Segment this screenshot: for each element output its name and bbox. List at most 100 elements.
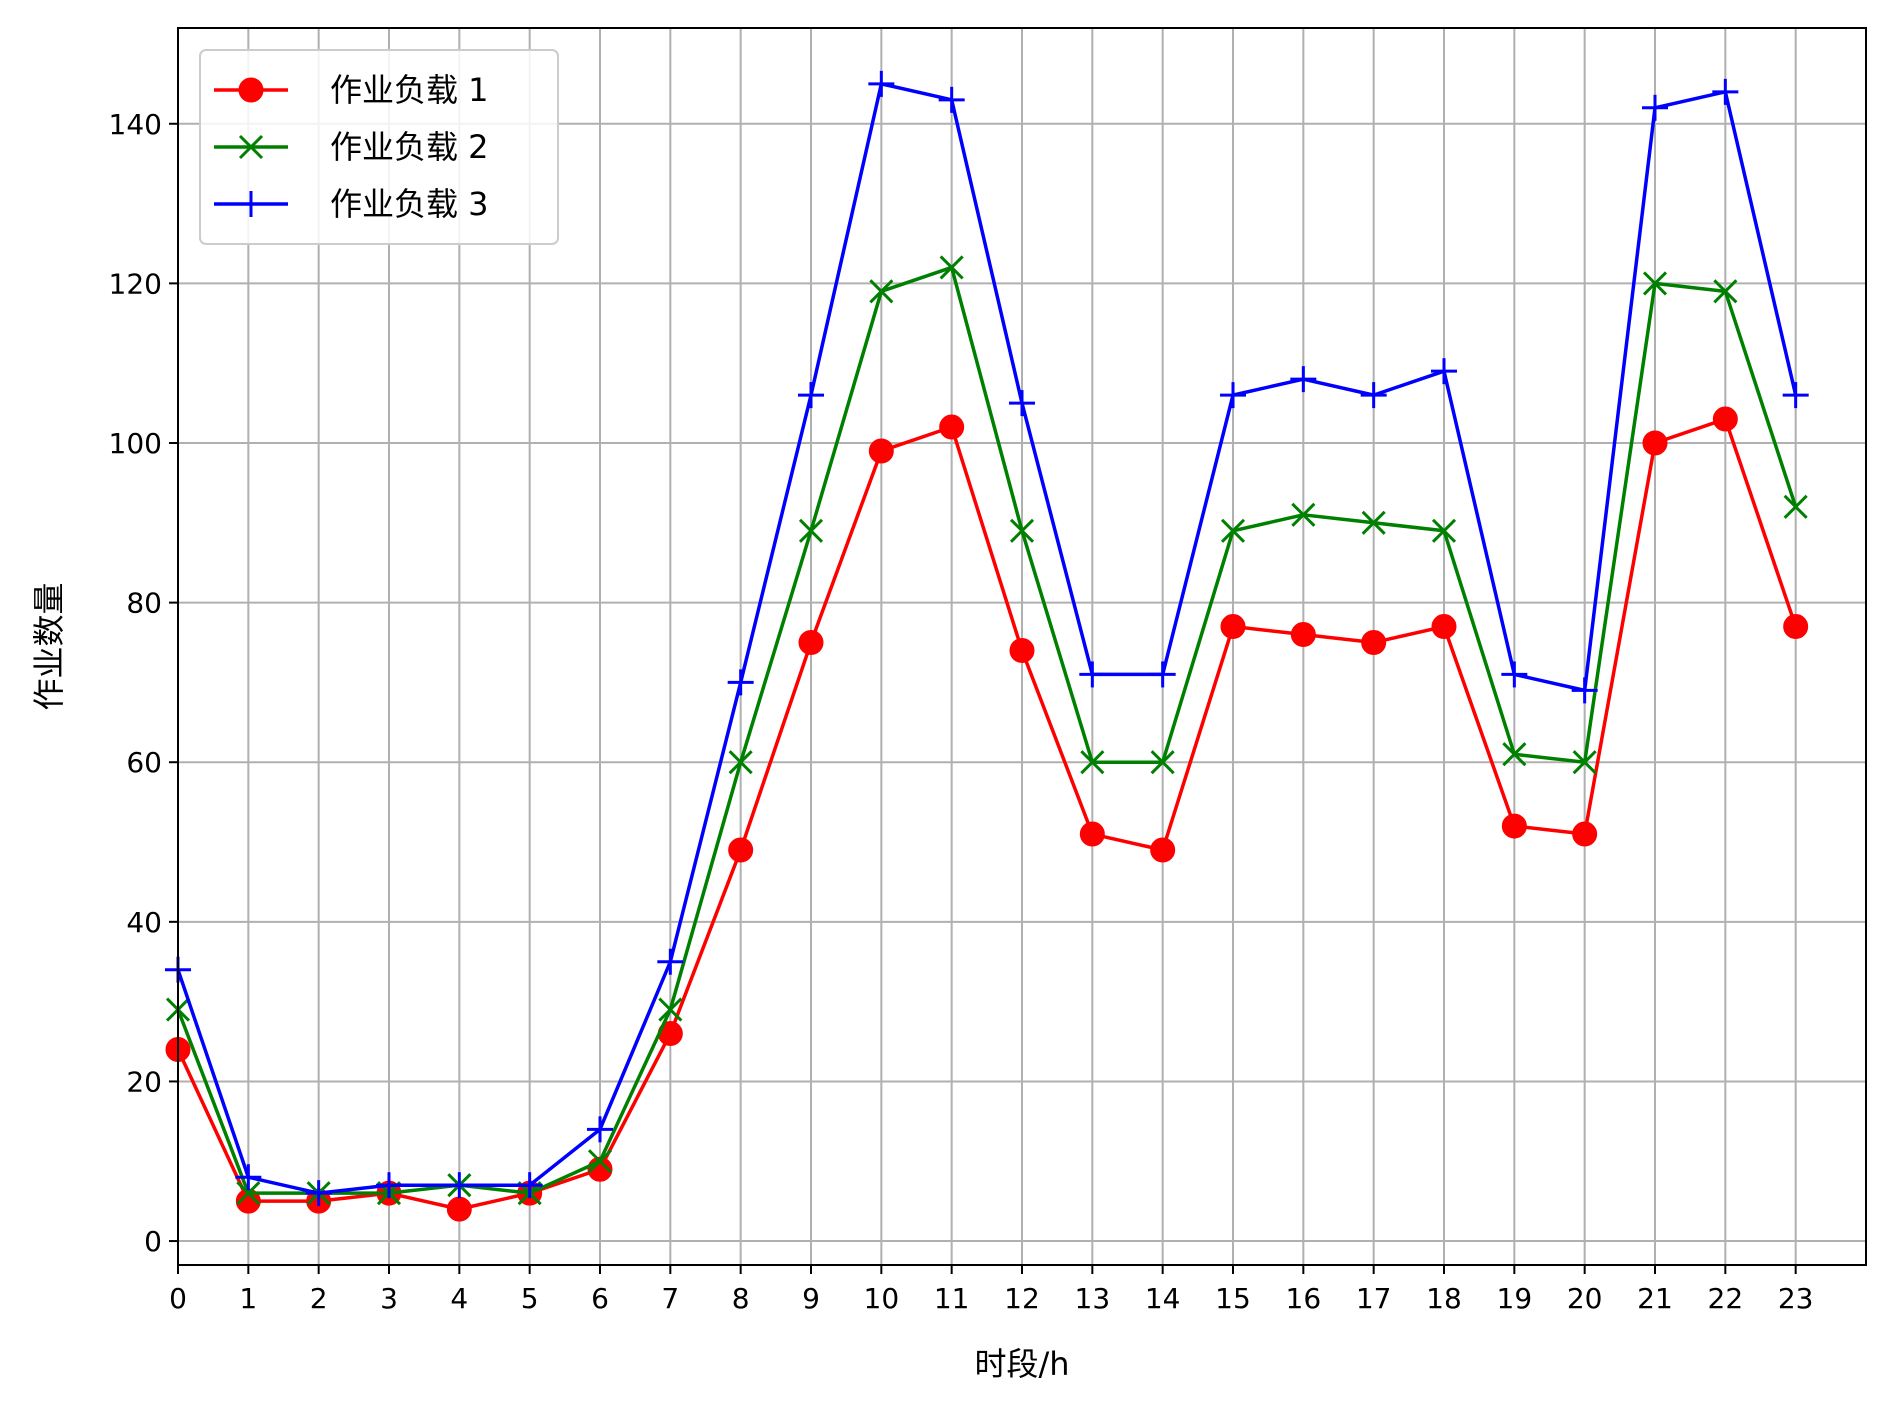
series-3-point	[1642, 94, 1668, 121]
series-3	[165, 70, 1809, 1207]
series-2-point	[728, 750, 753, 775]
series-1-point	[1431, 614, 1457, 640]
legend-label: 作业负载 3	[330, 185, 489, 223]
series-3-point	[1431, 358, 1457, 385]
series-2	[165, 255, 1808, 1206]
x-tick-label: 0	[169, 1282, 187, 1315]
x-tick-label: 16	[1286, 1282, 1322, 1315]
axis-ticks: 0 1 2 3 4 5 6 7 8 9 10 11 12 13 14 15 16 17 18 19 20 21 22 2302…	[109, 108, 1814, 1315]
series-3-point	[305, 1180, 332, 1207]
series-2-point	[1150, 750, 1175, 775]
series-2-point	[1713, 279, 1738, 304]
series-layer	[165, 70, 1809, 1222]
y-tick-label: 40	[126, 906, 162, 939]
y-tick-label: 140	[109, 108, 162, 141]
series-2-point-stroke	[869, 279, 894, 304]
legend-box	[199, 49, 559, 245]
series-3-point	[446, 1172, 473, 1199]
series-1-point	[1079, 821, 1105, 847]
series-2-point	[1080, 750, 1105, 775]
series-1-point	[868, 438, 894, 464]
series-3-point	[1149, 661, 1176, 688]
series-2-point	[869, 279, 894, 304]
series-1-point	[1009, 637, 1035, 663]
series-2-point	[1502, 742, 1527, 767]
y-tick-label: 80	[126, 587, 162, 620]
legend: 作业负载 1 作业负载 2 作业负载 3	[199, 49, 559, 245]
legend-marker	[238, 134, 264, 160]
x-tick-label: 22	[1708, 1282, 1744, 1315]
series-1-point	[1642, 430, 1668, 456]
x-tick-label: 14	[1145, 1282, 1181, 1315]
series-3-point	[1501, 661, 1528, 688]
x-tick-label: 10	[864, 1282, 900, 1315]
series-3-point	[1712, 78, 1739, 105]
series-2-point	[1783, 494, 1808, 519]
series-3-point	[1079, 661, 1106, 688]
legend-entry-2: 作业负载 2	[214, 128, 489, 166]
x-tick-label: 5	[521, 1282, 539, 1315]
series-2-point	[236, 1181, 261, 1206]
series-1-point	[1783, 614, 1809, 640]
y-tick-label: 120	[109, 267, 162, 300]
series-3-point	[868, 70, 895, 97]
x-tick-label: 8	[732, 1282, 750, 1315]
series-2-point-stroke	[1291, 502, 1316, 527]
x-tick-label: 20	[1567, 1282, 1603, 1315]
series-1	[165, 406, 1809, 1222]
series-1-point	[1220, 614, 1246, 640]
series-1-point	[939, 414, 965, 440]
series-2-point-stroke	[1642, 271, 1668, 296]
series-2-point-stroke	[1150, 750, 1175, 775]
series-2-point	[1009, 518, 1035, 543]
series-2-point	[1431, 518, 1457, 543]
x-tick-label: 2	[310, 1282, 328, 1315]
series-2-point-stroke	[1220, 518, 1246, 543]
series-3-point	[727, 669, 754, 696]
x-tick-label: 18	[1426, 1282, 1462, 1315]
x-tick-label: 21	[1637, 1282, 1673, 1315]
series-3-point	[1290, 366, 1317, 393]
x-tick-label: 6	[591, 1282, 609, 1315]
series-3-point	[1360, 382, 1387, 409]
series-3-point	[235, 1164, 262, 1191]
series-1-point	[1150, 837, 1176, 863]
series-2-point	[798, 518, 824, 543]
legend-entry-1: 作业负载 1	[214, 71, 489, 109]
x-tick-label: 13	[1075, 1282, 1111, 1315]
y-axis-label: 作业数量	[30, 582, 68, 710]
x-tick-label: 1	[239, 1282, 257, 1315]
x-tick-label: 11	[934, 1282, 970, 1315]
x-tick-label: 9	[802, 1282, 820, 1315]
series-2-point	[1220, 518, 1246, 543]
series-3-point	[1009, 390, 1035, 417]
series-3-point	[516, 1172, 543, 1199]
series-3-line	[176, 82, 1798, 1195]
series-1-point	[1361, 630, 1387, 656]
series-2-point	[658, 997, 683, 1022]
series-1-point	[446, 1196, 472, 1222]
series-2-point-stroke	[1783, 494, 1808, 519]
series-2-point-stroke	[798, 518, 824, 543]
series-2-point-stroke	[939, 255, 964, 280]
legend-marker-stroke	[238, 134, 264, 160]
x-tick-label: 12	[1004, 1282, 1040, 1315]
series-2-point	[1361, 510, 1386, 535]
x-tick-label: 15	[1215, 1282, 1251, 1315]
series-2-point-stroke	[1431, 518, 1457, 543]
series-1-point	[1712, 406, 1738, 432]
series-3-point	[1571, 677, 1598, 704]
series-1-line	[176, 417, 1798, 1211]
series-2-point-stroke	[1572, 750, 1597, 775]
series-3-point	[657, 948, 684, 975]
series-2-point-stroke	[658, 997, 683, 1022]
series-2-point-stroke	[1502, 742, 1527, 767]
x-tick-label: 19	[1497, 1282, 1533, 1315]
y-tick-label: 100	[109, 427, 162, 460]
series-2-point-stroke	[1713, 279, 1738, 304]
series-2-point	[1291, 502, 1316, 527]
legend-label: 作业负载 1	[330, 71, 489, 109]
x-tick-label: 3	[380, 1282, 398, 1315]
series-2-point-stroke	[1080, 750, 1105, 775]
